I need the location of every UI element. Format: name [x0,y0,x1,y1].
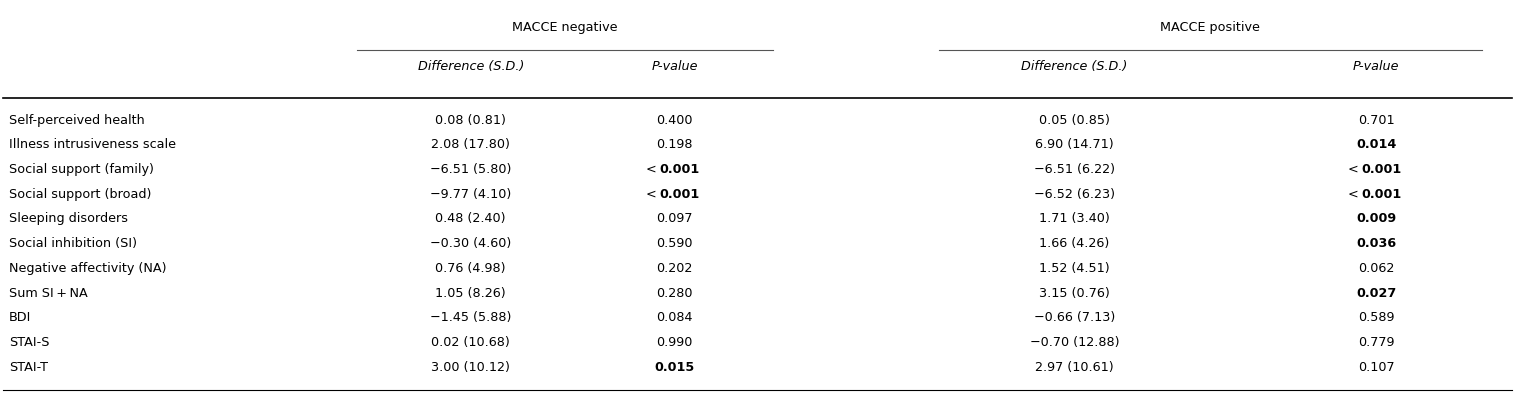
Text: 0.779: 0.779 [1357,336,1395,349]
Text: <: < [1347,163,1359,176]
Text: 1.05 (8.26): 1.05 (8.26) [435,286,506,300]
Text: −0.66 (7.13): −0.66 (7.13) [1033,311,1115,324]
Text: STAI-S: STAI-S [9,336,50,349]
Text: Illness intrusiveness scale: Illness intrusiveness scale [9,138,176,151]
Text: BDI: BDI [9,311,32,324]
Text: 0.015: 0.015 [654,360,694,374]
Text: −6.51 (6.22): −6.51 (6.22) [1033,163,1115,176]
Text: 0.589: 0.589 [1357,311,1395,324]
Text: Self-perceived health: Self-perceived health [9,113,144,126]
Text: Social support (family): Social support (family) [9,163,153,176]
Text: 0.001: 0.001 [659,163,700,176]
Text: 6.90 (14.71): 6.90 (14.71) [1035,138,1114,151]
Text: 0.400: 0.400 [656,113,692,126]
Text: Sleeping disorders: Sleeping disorders [9,213,127,225]
Text: 3.15 (0.76): 3.15 (0.76) [1039,286,1110,300]
Text: 0.062: 0.062 [1357,262,1395,275]
Text: Sum SI + NA: Sum SI + NA [9,286,88,300]
Text: 0.027: 0.027 [1356,286,1397,300]
Text: −9.77 (4.10): −9.77 (4.10) [430,188,512,200]
Text: 0.001: 0.001 [659,188,700,200]
Text: 0.084: 0.084 [656,311,692,324]
Text: Negative affectivity (NA): Negative affectivity (NA) [9,262,167,275]
Text: Social support (broad): Social support (broad) [9,188,152,200]
Text: <: < [1347,188,1359,200]
Text: 0.48 (2.40): 0.48 (2.40) [435,213,506,225]
Text: −1.45 (5.88): −1.45 (5.88) [430,311,512,324]
Text: 0.02 (10.68): 0.02 (10.68) [432,336,511,349]
Text: −0.30 (4.60): −0.30 (4.60) [430,237,512,250]
Text: 0.701: 0.701 [1357,113,1395,126]
Text: −6.52 (6.23): −6.52 (6.23) [1033,188,1115,200]
Text: STAI-T: STAI-T [9,360,48,374]
Text: 1.52 (4.51): 1.52 (4.51) [1039,262,1110,275]
Text: MACCE positive: MACCE positive [1160,20,1260,34]
Text: 0.097: 0.097 [656,213,692,225]
Text: −0.70 (12.88): −0.70 (12.88) [1030,336,1120,349]
Text: 0.107: 0.107 [1357,360,1395,374]
Text: 0.036: 0.036 [1356,237,1397,250]
Text: 0.202: 0.202 [656,262,692,275]
Text: 1.71 (3.40): 1.71 (3.40) [1039,213,1110,225]
Text: 0.014: 0.014 [1356,138,1397,151]
Text: MACCE negative: MACCE negative [512,20,618,34]
Text: 0.76 (4.98): 0.76 (4.98) [435,262,506,275]
Text: P-value: P-value [651,60,698,73]
Text: 0.009: 0.009 [1356,213,1397,225]
Text: 2.97 (10.61): 2.97 (10.61) [1035,360,1114,374]
Text: −6.51 (5.80): −6.51 (5.80) [430,163,512,176]
Text: 0.280: 0.280 [656,286,692,300]
Text: Social inhibition (SI): Social inhibition (SI) [9,237,136,250]
Text: Difference (S.D.): Difference (S.D.) [418,60,524,73]
Text: 0.05 (0.85): 0.05 (0.85) [1039,113,1110,126]
Text: 0.001: 0.001 [1362,163,1401,176]
Text: Difference (S.D.): Difference (S.D.) [1021,60,1127,73]
Text: 0.990: 0.990 [656,336,692,349]
Text: <: < [645,188,656,200]
Text: <: < [645,163,656,176]
Text: P-value: P-value [1353,60,1400,73]
Text: 0.001: 0.001 [1362,188,1401,200]
Text: 0.590: 0.590 [656,237,692,250]
Text: 2.08 (17.80): 2.08 (17.80) [432,138,511,151]
Text: 3.00 (10.12): 3.00 (10.12) [432,360,511,374]
Text: 1.66 (4.26): 1.66 (4.26) [1039,237,1109,250]
Text: 0.198: 0.198 [656,138,692,151]
Text: 0.08 (0.81): 0.08 (0.81) [435,113,506,126]
